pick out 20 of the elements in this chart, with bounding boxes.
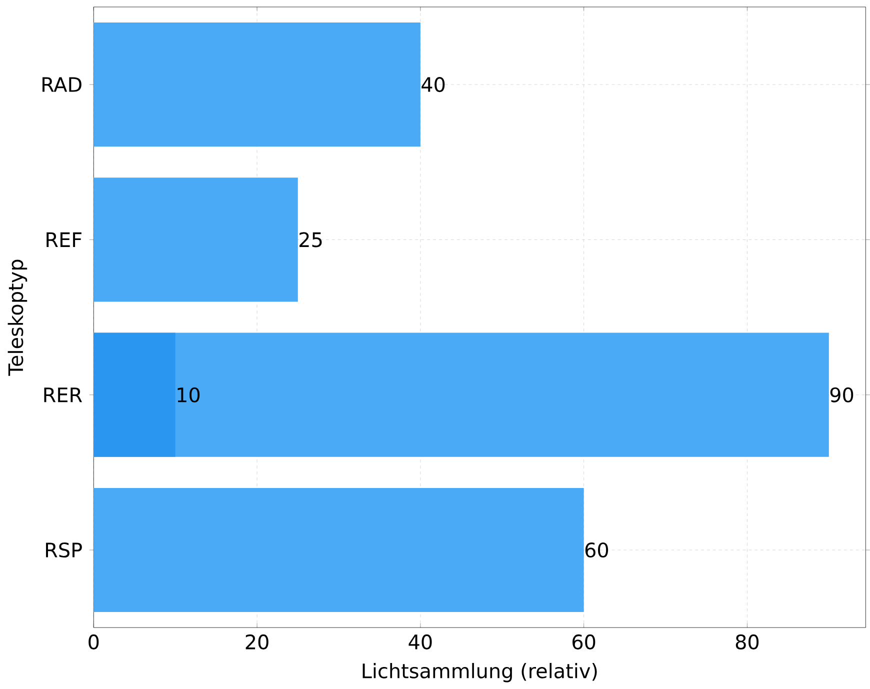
x-tick-label: 80 <box>736 634 759 650</box>
y-tick-label: REF <box>46 232 82 248</box>
data-label: 40 <box>422 77 445 92</box>
bar <box>94 22 420 147</box>
x-tick-label: 0 <box>88 634 99 650</box>
y-tick-label: RAD <box>42 77 82 92</box>
bar <box>94 332 176 457</box>
x-axis-title: Lichtsammlung (relativ) <box>362 663 597 682</box>
data-label: 25 <box>300 232 322 248</box>
x-tick-label: 20 <box>246 634 268 650</box>
y-axis-title: Teleskoptyp <box>8 260 28 376</box>
data-label: 60 <box>585 542 608 558</box>
y-tick-label: RSP <box>46 542 82 558</box>
bar <box>94 178 298 302</box>
data-label: 10 <box>178 387 200 402</box>
bar <box>94 488 584 612</box>
x-tick-label: 60 <box>572 634 596 650</box>
data-label: 90 <box>830 387 854 402</box>
x-tick-label: 40 <box>408 634 432 650</box>
y-tick-label: RER <box>44 388 82 402</box>
